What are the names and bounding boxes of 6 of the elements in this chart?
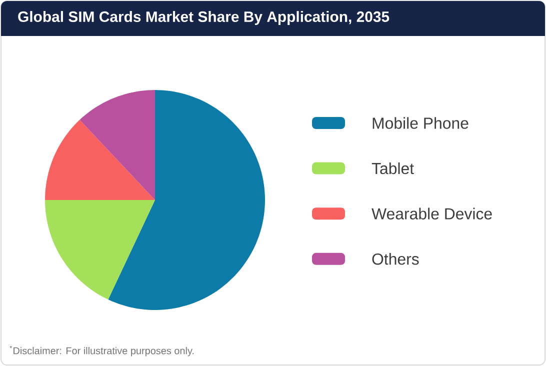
legend-label: Wearable Device	[372, 208, 492, 220]
text: $^{*}$Disclaimer: For illustrative purposes only.	[10, 346, 194, 356]
legend-label: Tablet	[372, 162, 414, 174]
chart-title: Global SIM Cards Market Share By Application, 2035	[18, 11, 390, 25]
legend-label: Mobile Phone	[372, 117, 468, 129]
legend-label: Others	[372, 253, 419, 265]
